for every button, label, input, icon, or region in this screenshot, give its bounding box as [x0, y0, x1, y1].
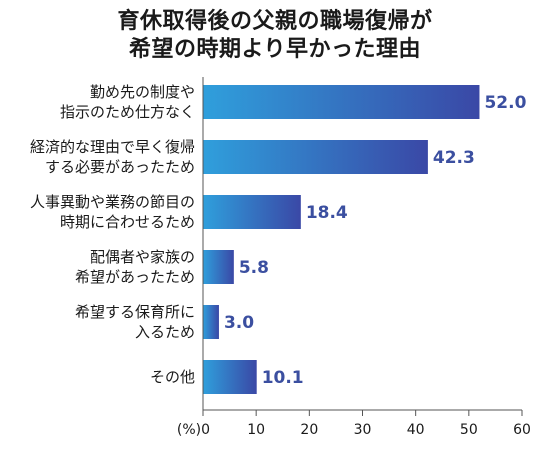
x-tick-label-6: 60	[513, 422, 531, 438]
x-tick-label-4: 40	[407, 422, 425, 438]
x-tick-label-2: 20	[300, 422, 318, 438]
category-label-4-1: 入るため	[135, 323, 195, 341]
x-tick-label-3: 30	[354, 422, 372, 438]
chart-title-line-1: 育休取得後の父親の職場復帰が	[117, 9, 433, 34]
value-label-2: 18.4	[306, 203, 348, 223]
value-label-3: 5.8	[239, 258, 269, 278]
value-label-4: 3.0	[224, 313, 254, 333]
category-label-4-0: 希望する保育所に	[75, 303, 195, 321]
chart-title-line-2: 希望の時期より早かった理由	[128, 37, 422, 62]
bar-2	[203, 195, 301, 229]
category-label-2-0: 人事異動や業務の節目の	[30, 193, 195, 211]
category-label-5-0: その他	[150, 368, 195, 386]
category-label-0-0: 勤め先の制度や	[90, 83, 195, 101]
category-label-1-0: 経済的な理由で早く復帰	[30, 138, 195, 156]
category-label-2-1: 時期に合わせるため	[60, 213, 195, 231]
value-label-0: 52.0	[484, 93, 526, 113]
bar-5	[203, 360, 257, 394]
x-tick-label-1: 10	[247, 422, 265, 438]
category-label-3-0: 配偶者や家族の	[90, 248, 195, 266]
bar-3	[203, 250, 234, 284]
x-tick-label-0: (%)0	[177, 422, 210, 438]
category-label-1-1: する必要があったため	[45, 158, 195, 176]
bar-1	[203, 140, 428, 174]
value-label-1: 42.3	[433, 148, 475, 168]
bar-0	[203, 85, 480, 119]
value-label-5: 10.1	[262, 368, 304, 388]
category-label-3-1: 希望があったため	[75, 268, 195, 286]
category-label-0-1: 指示のため仕方なく	[60, 103, 195, 121]
x-tick-label-5: 50	[460, 422, 478, 438]
bar-4	[203, 305, 219, 339]
